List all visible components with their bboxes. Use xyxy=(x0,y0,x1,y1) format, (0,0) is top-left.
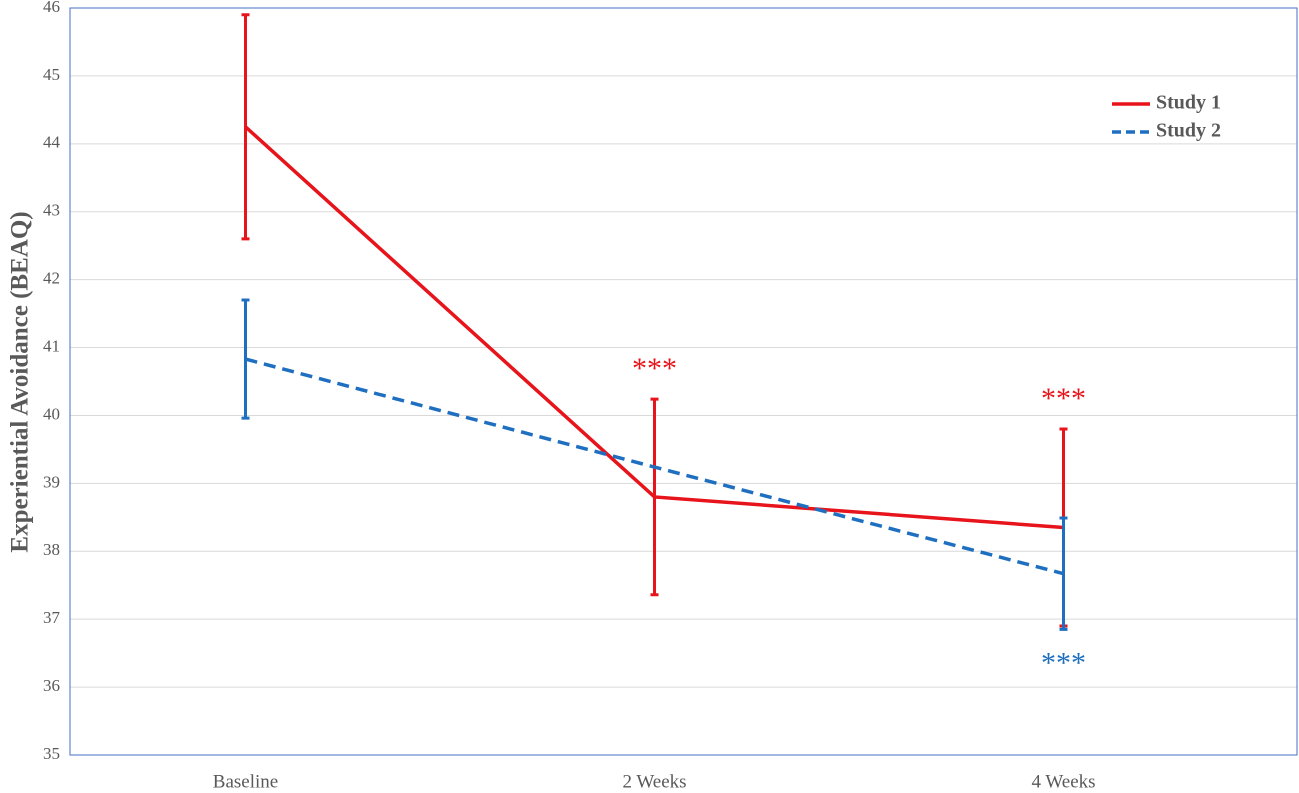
y-tick-label: 37 xyxy=(43,608,61,627)
y-axis-label: Experiential Avoidance (BEAQ) xyxy=(7,211,34,552)
y-tick-label: 40 xyxy=(43,404,60,423)
annotation: *** xyxy=(1041,382,1086,415)
x-tick-label: 4 Weeks xyxy=(1031,771,1095,792)
y-tick-label: 36 xyxy=(43,676,60,695)
series-line xyxy=(245,357,1064,576)
y-tick-label: 43 xyxy=(43,201,60,220)
y-tick-label: 45 xyxy=(43,65,60,84)
y-tick-label: 42 xyxy=(43,269,60,288)
series-line xyxy=(244,125,1064,530)
y-tick-label: 39 xyxy=(43,472,60,491)
y-tick-label: 46 xyxy=(43,0,60,16)
y-tick-label: 44 xyxy=(43,133,61,152)
legend-label: Study 2 xyxy=(1156,120,1221,142)
annotation: *** xyxy=(632,352,677,385)
y-tick-label: 41 xyxy=(43,336,60,355)
x-tick-label: Baseline xyxy=(213,771,278,792)
annotation: *** xyxy=(1041,646,1086,679)
x-tick-label: 2 Weeks xyxy=(622,771,686,792)
plot-frame xyxy=(69,7,1298,756)
y-tick-label: 38 xyxy=(43,540,60,559)
legend-label: Study 1 xyxy=(1156,92,1221,114)
y-tick-label: 35 xyxy=(43,744,60,763)
